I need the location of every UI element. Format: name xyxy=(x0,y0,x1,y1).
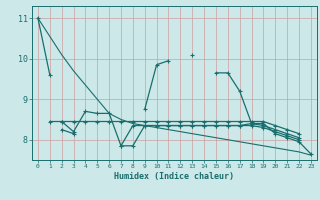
X-axis label: Humidex (Indice chaleur): Humidex (Indice chaleur) xyxy=(115,172,234,181)
